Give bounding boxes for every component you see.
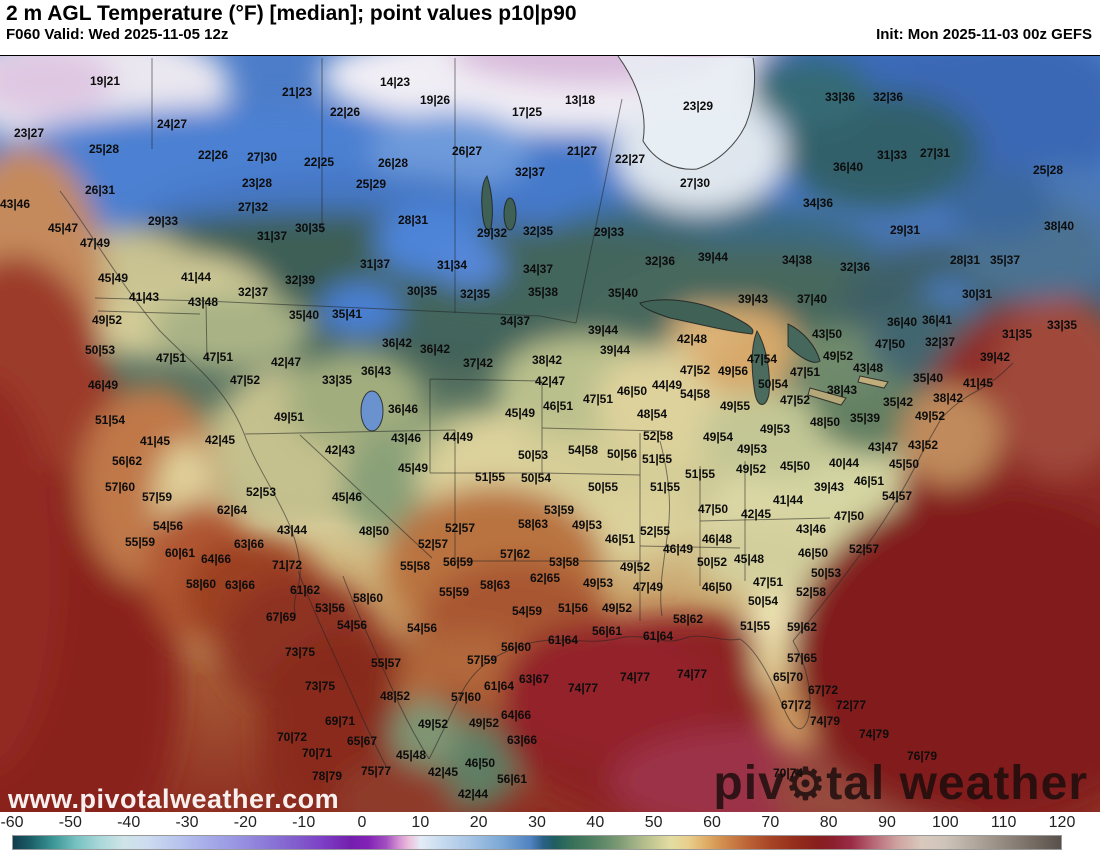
ne-ks-border [541,427,663,432]
colorbar-tick-row: -60 -50 -40 -30 -20 -10 0 10 20 30 40 50 60 70 80 90 100… [0,814,1075,834]
us-canada-border [94,297,577,324]
lake-manitoba [503,197,517,231]
wy-borders [429,378,543,474]
ar-la-border [639,545,741,549]
great-salt-lake [360,390,384,432]
watermark-url: www.pivotalweather.com [8,784,340,814]
colorbar-tick-label: 100 [931,814,959,831]
ks-ok-border [541,472,641,476]
colorbar-tick-label: -30 [175,814,199,831]
colorbar-tick-label: 60 [703,814,721,831]
hudson-bay [617,56,756,170]
tn-ms-al-border [699,517,831,522]
valid-time: F060 Valid: Wed 2025-11-05 12z [6,26,229,44]
wa-or-border [97,310,201,315]
ontario-manitoba-border [575,98,623,324]
colorbar-tick-label: 40 [586,814,605,831]
baja-coastline [297,570,387,767]
florida-coastline [739,638,811,730]
colorbar: -60 -50 -40 -30 -20 -10 0 10 20 30 40 50 60 70 80 90 100… [0,812,1100,850]
brand-text-right: tal weather [826,757,1088,810]
gulf-of-california-coastline [342,575,430,760]
watermark-brand: piv⚙tal weather [713,760,1088,808]
temperature-field [0,56,1100,813]
colorbar-tick-label: -20 [233,814,257,831]
northeast-coastline [940,362,1014,420]
colorbar-tick-label: 70 [761,814,780,831]
gear-icon: ⚙ [785,760,827,809]
colorbar-tick-label: 80 [819,814,838,831]
init-time: Init: Mon 2025-11-03 00z GEFS [876,26,1092,44]
colorbar-gradient [12,835,1062,850]
boundaries-layer [59,58,1014,767]
colorbar-tick-label: 20 [469,814,488,831]
lakes-layer [360,56,889,432]
lake-superior [639,299,754,335]
colorbar-tick-label: 90 [878,814,896,831]
lake-winnipeg [481,174,493,231]
colorbar-tick-label: -60 [0,814,24,831]
map-title: 2 m AGL Temperature (°F) [median]; point… [6,2,577,25]
colorbar-tick-label: 10 [411,814,430,831]
or-ca-nv-border [244,429,456,435]
colorbar-tick-label: 120 [1048,814,1076,831]
colorbar-tick-label: -40 [117,814,141,831]
colorbar-tick-label: -50 [58,814,82,831]
header: 2 m AGL Temperature (°F) [median]; point… [0,0,1100,55]
pacific-coastline [59,190,301,617]
ca-nv-border [299,434,433,559]
lake-erie [807,387,847,406]
colorbar-tick-label: 30 [528,814,546,831]
atlantic-coastline [792,418,942,642]
lake-michigan [751,329,770,405]
lake-huron [787,323,821,363]
brand-text-left: piv [713,757,786,810]
lake-ontario [857,375,889,389]
colorbar-tick-label: 50 [644,814,663,831]
colorbar-tick-label: 0 [357,814,367,831]
gulf-coastline [428,635,741,760]
field-blobs [0,56,1100,813]
wa-id-border [205,300,208,362]
mississippi-river [659,440,671,617]
temperature-map [0,55,1100,815]
colorbar-tick-label: -10 [292,814,316,831]
colorbar-tick-label: 110 [990,814,1017,831]
